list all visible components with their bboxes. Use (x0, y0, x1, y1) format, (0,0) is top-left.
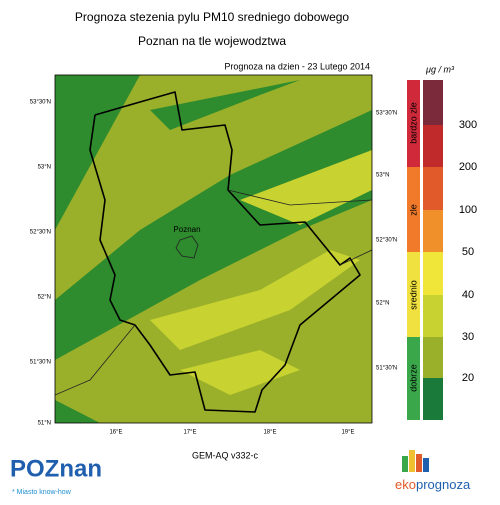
category-label: bardzo zle (408, 102, 418, 144)
lon-label: 16°E (109, 430, 122, 436)
lat-label: 53°30'N (30, 100, 51, 106)
level-label: 50 (462, 246, 474, 258)
lat-label: 51°N (38, 421, 51, 427)
subtitle: Poznan na tle wojewodztwa (138, 34, 286, 48)
lat-label: 53°N (376, 173, 389, 179)
category-band (407, 167, 420, 252)
lat-labels: 53°30'N 53°N 52°30'N 52°N 51°30'N 51°N (30, 100, 51, 427)
lon-label: 17°E (183, 430, 196, 436)
lat-labels: 53°30'N 53°N 52°30'N 52°N 51°30'N (376, 111, 397, 372)
color-step (423, 210, 443, 252)
pollution-band (55, 75, 372, 300)
clean-band (60, 255, 170, 320)
category-label: zle (408, 204, 418, 216)
color-step (423, 252, 443, 295)
unit: μg / m³ (425, 64, 455, 74)
brand-part: eko (395, 477, 416, 492)
border (227, 189, 372, 206)
region-border (89, 91, 361, 413)
lon-label: 18°E (263, 430, 276, 436)
color-step (423, 295, 443, 337)
city-border (175, 235, 199, 259)
border (55, 324, 136, 396)
color-step (423, 125, 443, 167)
category-band (407, 337, 420, 420)
level-label: 30 (462, 331, 474, 343)
model-label: GEM-AQ v332-c (192, 450, 259, 460)
lat-label: 52°N (38, 295, 51, 301)
title: Prognoza stezenia pylu PM10 sredniego do… (75, 10, 350, 24)
category-label: dobrze (408, 364, 418, 392)
lat-label: 53°30'N (376, 111, 397, 117)
level-label: 100 (459, 204, 477, 216)
level-label: 40 (462, 289, 474, 301)
color-step (423, 80, 443, 125)
color-step (423, 378, 443, 420)
lat-label: 51°30'N (376, 366, 397, 372)
border (339, 249, 372, 266)
lon-labels: 16°E 17°E 18°E 19°E (109, 430, 354, 436)
lat-label: 51°30'N (30, 360, 51, 366)
forecast-date: Prognoza na dzien - 23 Lutego 2014 (224, 61, 370, 71)
lat-label: 53°N (38, 165, 51, 171)
pollution-band (180, 350, 300, 395)
lon-label: 19°E (341, 430, 354, 436)
map: Poznan (54, 74, 373, 424)
category-band (407, 80, 420, 167)
city-label: Poznan (173, 225, 200, 234)
level-label: 300 (459, 119, 477, 131)
brand: ekoprognoza (395, 477, 471, 492)
category-label: srednio (408, 280, 418, 310)
brand-part: prognoza (416, 477, 471, 492)
level-label: 200 (459, 161, 477, 173)
level-label: 20 (462, 372, 474, 384)
brand-icon (402, 450, 429, 472)
city-logo: POZnan (10, 455, 102, 482)
legend: bardzo zle zle srednio dobrze 300 200 100 50 40… (407, 80, 477, 420)
pollution-band (150, 250, 360, 350)
map-frame (54, 74, 373, 424)
category-band (407, 252, 420, 337)
color-step (423, 337, 443, 378)
lat-label: 52°30'N (30, 230, 51, 236)
tagline: * Miasto know-how (12, 489, 72, 496)
lat-label: 52°N (376, 301, 389, 307)
color-step (423, 167, 443, 210)
lat-label: 52°30'N (376, 238, 397, 244)
pollution-band (240, 150, 372, 225)
clean-band (150, 80, 300, 130)
